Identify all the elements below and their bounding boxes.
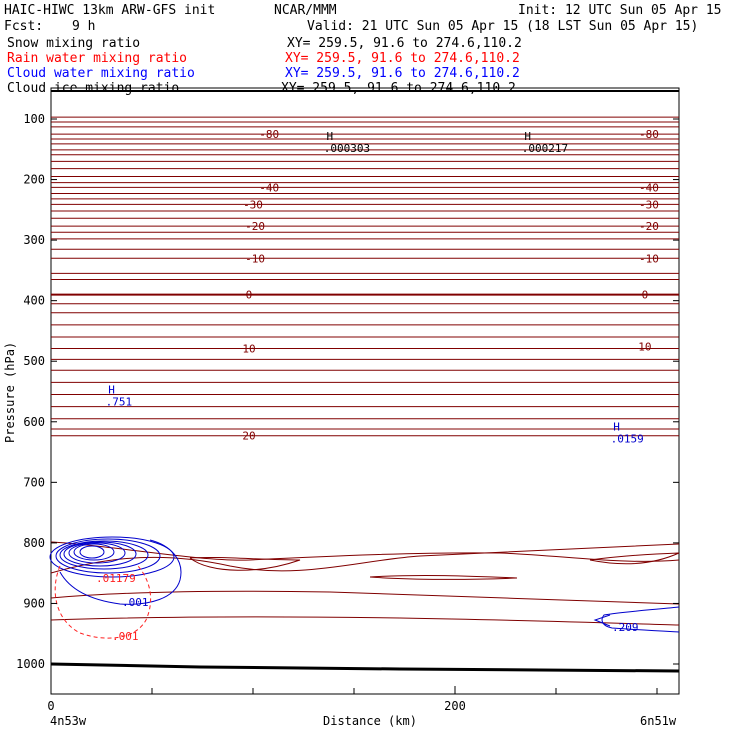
cloud-water-label: .001 — [122, 596, 149, 609]
temperature-label: -20 — [245, 220, 265, 233]
isotherm-wave — [50, 541, 680, 562]
y-tick-label: 400 — [23, 294, 45, 308]
isotherm-wave — [189, 556, 301, 571]
valid-time: Valid: 21 UTC Sun 05 Apr 15 (18 LST Sun … — [307, 19, 698, 34]
temperature-label: -30 — [243, 198, 263, 211]
max-marker-value: .0159 — [611, 432, 644, 445]
org-label: NCAR/MMM — [274, 3, 337, 18]
legend-cloud-water: Cloud water mixing ratio — [7, 66, 195, 81]
max-marker-h: H — [524, 130, 531, 143]
y-tick-label: 500 — [23, 354, 45, 368]
legend-cloud-water-xy: XY= 259.5, 91.6 to 274.6,110.2 — [285, 66, 520, 81]
rain-contour — [54, 565, 152, 639]
isotherm-wave — [369, 574, 518, 580]
cloud-water-label: .01179 — [96, 572, 136, 585]
legend-snow: Snow mixing ratio — [7, 36, 140, 51]
temperature-label: 20 — [242, 430, 255, 443]
x-axis-title: Distance (km) — [323, 714, 417, 728]
isotherm-wave — [50, 590, 680, 605]
temperature-label: 0 — [642, 289, 649, 302]
cloud-water-contours — [49, 536, 680, 633]
y-tick-label: 200 — [23, 173, 45, 187]
y-tick-label: 800 — [23, 536, 45, 550]
max-marker-value: .000303 — [324, 142, 370, 155]
legend-rain-xy: XY= 259.5, 91.6 to 274.6,110.2 — [285, 51, 520, 66]
temperature-label: 10 — [638, 341, 651, 354]
cloud-water-contour — [79, 545, 105, 559]
extrema-annotations: H.000303H.000217H.751H.0159.01179.001.20… — [96, 130, 644, 643]
cloud-water-contour — [59, 539, 182, 605]
temperature-label: -40 — [259, 181, 279, 194]
x-tick-label: 0 — [47, 699, 54, 713]
cloud-water-contour — [73, 543, 115, 561]
y-tick-label: 300 — [23, 233, 45, 247]
y-tick-label: 100 — [23, 112, 45, 126]
forecast-label: Fcst: — [4, 19, 43, 34]
terrain-line — [50, 90, 680, 673]
terrain-surface — [50, 662, 680, 673]
endpoint-right: 6n51w — [640, 714, 677, 728]
cloud-water-contour — [593, 614, 611, 627]
temperature-label: -10 — [639, 252, 659, 265]
forecast-hour: 9 h — [72, 19, 95, 34]
plot-frame — [50, 87, 680, 695]
rain-label: .001 — [112, 630, 139, 643]
y-axis-title: Pressure (hPa) — [3, 342, 17, 443]
y-tick-label: 1000 — [16, 657, 45, 671]
cloud-water-contour — [59, 540, 149, 570]
temperature-label: 10 — [242, 343, 255, 356]
x-tick-label: 200 — [444, 699, 466, 713]
temperature-label: -10 — [245, 252, 265, 265]
legend: Snow mixing ratio XY= 259.5, 91.6 to 274… — [7, 36, 522, 96]
max-marker-h: H — [613, 420, 620, 433]
rain-contours — [54, 565, 152, 639]
cloud-water-label: .209 — [612, 621, 639, 634]
cloud-water-contour — [63, 541, 137, 567]
legend-snow-xy: XY= 259.5, 91.6 to 274.6,110.2 — [287, 36, 522, 51]
legend-rain: Rain water mixing ratio — [7, 51, 187, 66]
isotherm-wave — [589, 552, 680, 565]
temperature-label: 0 — [246, 289, 253, 302]
max-marker-h: H — [326, 130, 333, 143]
endpoint-left: 4n53w — [50, 714, 87, 728]
temperature-label: -20 — [639, 220, 659, 233]
temperature-contours — [50, 116, 680, 626]
max-marker-value: .000217 — [522, 142, 568, 155]
cloud-water-contour — [55, 538, 161, 574]
isotherm-wave — [50, 543, 680, 574]
temperature-label: -80 — [639, 128, 659, 141]
temperature-labels: -80 -80 -40 -40 -30 -30 -20 -20 -10 -10 0 0 10 10 20 — [242, 128, 659, 443]
y-tick-label: 600 — [23, 415, 45, 429]
temperature-label: -30 — [639, 198, 659, 211]
max-marker-h: H — [108, 383, 115, 396]
model-title: HAIC-HIWC 13km ARW-GFS init — [4, 3, 215, 18]
temperature-label: -40 — [639, 181, 659, 194]
cloud-water-contour — [68, 542, 126, 564]
init-time: Init: 12 UTC Sun 05 Apr 15 — [518, 3, 722, 18]
y-tick-label: 700 — [23, 475, 45, 489]
cloud-water-contour — [49, 536, 175, 578]
y-tick-label: 900 — [23, 596, 45, 610]
temperature-label: -80 — [259, 128, 279, 141]
max-marker-value: .751 — [106, 395, 133, 408]
